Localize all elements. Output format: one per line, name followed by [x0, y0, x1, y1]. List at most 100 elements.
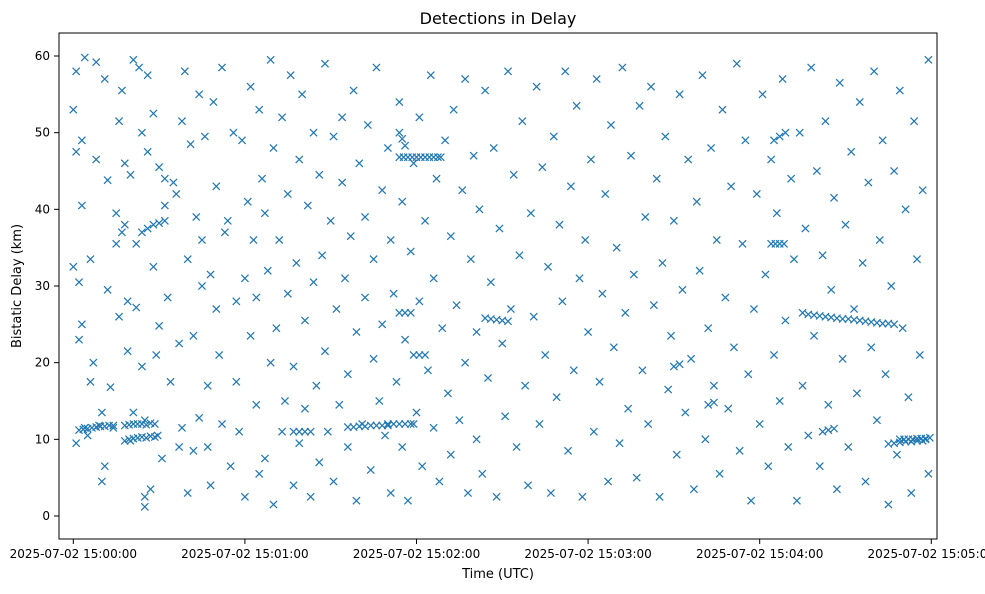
data-point — [238, 136, 247, 145]
data-point — [755, 419, 764, 429]
data-point — [818, 251, 827, 260]
data-point — [775, 132, 784, 141]
data-point — [529, 312, 538, 321]
data-point — [137, 228, 146, 237]
data-point — [415, 113, 424, 122]
data-point — [329, 477, 338, 486]
data-point — [835, 78, 844, 87]
data-point — [426, 71, 435, 80]
data-point — [295, 155, 304, 164]
data-point — [329, 132, 338, 141]
data-point — [150, 419, 159, 429]
data-point — [149, 109, 158, 118]
data-point — [481, 86, 490, 95]
data-point — [398, 134, 407, 143]
data-point — [578, 492, 587, 501]
data-point — [575, 274, 584, 283]
data-point — [289, 427, 298, 436]
data-point — [830, 193, 839, 202]
data-point — [838, 314, 847, 323]
data-point — [732, 59, 741, 68]
data-point — [852, 389, 861, 398]
data-point — [669, 216, 678, 225]
data-point — [366, 465, 375, 475]
data-point — [149, 220, 158, 229]
data-point — [727, 182, 736, 191]
data-point — [569, 366, 578, 375]
data-point — [669, 362, 678, 371]
data-point — [352, 496, 361, 505]
data-point — [692, 197, 701, 206]
data-point — [818, 427, 827, 436]
data-point — [240, 492, 249, 501]
data-point — [157, 454, 166, 463]
data-point — [795, 128, 804, 137]
x-tick-label: 2025-07-02 15:01:00 — [181, 547, 308, 561]
data-point — [779, 239, 789, 248]
data-point — [80, 53, 89, 62]
data-point — [135, 63, 144, 72]
data-point — [272, 324, 281, 333]
data-point — [346, 232, 355, 241]
data-point — [881, 370, 890, 379]
data-point — [864, 178, 873, 187]
data-point — [74, 335, 84, 344]
data-point — [383, 143, 392, 153]
data-point — [401, 308, 410, 317]
data-point — [123, 347, 132, 356]
data-point — [320, 59, 329, 68]
data-point — [209, 97, 218, 107]
data-point — [392, 377, 401, 386]
data-point — [807, 63, 816, 72]
data-point — [360, 293, 370, 302]
data-point — [266, 358, 275, 367]
data-point — [232, 297, 241, 306]
data-point — [646, 82, 656, 91]
data-point — [360, 212, 370, 222]
data-point — [524, 481, 533, 490]
data-point — [461, 358, 470, 367]
data-point — [300, 427, 309, 436]
y-tick-label: 0 — [42, 509, 50, 523]
data-point — [838, 354, 847, 363]
data-point — [867, 343, 876, 352]
data-point — [77, 136, 86, 145]
data-point — [684, 155, 693, 164]
data-point — [338, 178, 347, 187]
data-point — [895, 86, 904, 95]
data-point — [160, 216, 169, 225]
data-point — [581, 235, 590, 245]
y-tick-label: 60 — [35, 49, 50, 63]
data-point — [801, 224, 810, 233]
data-point — [303, 201, 312, 210]
data-point — [638, 366, 647, 375]
data-point — [678, 285, 687, 294]
data-point — [501, 412, 510, 421]
data-point — [784, 442, 793, 452]
data-point — [455, 416, 464, 425]
data-point — [140, 502, 149, 511]
data-point — [186, 140, 195, 149]
data-point — [395, 97, 404, 107]
data-point — [821, 117, 830, 126]
data-point — [283, 189, 292, 199]
data-point — [366, 421, 375, 430]
data-point — [189, 446, 198, 455]
data-point — [541, 350, 550, 360]
data-point — [749, 304, 758, 314]
data-point — [704, 400, 713, 409]
data-point — [77, 201, 86, 210]
data-point — [383, 419, 392, 429]
data-point — [812, 166, 821, 176]
data-point — [212, 182, 221, 191]
data-point — [132, 303, 141, 312]
data-point — [338, 113, 347, 122]
data-point — [924, 469, 933, 478]
data-point — [140, 492, 149, 501]
data-point — [240, 274, 249, 283]
data-point — [381, 431, 390, 440]
data-point — [140, 416, 149, 425]
data-point — [655, 492, 664, 501]
data-point — [861, 477, 870, 486]
